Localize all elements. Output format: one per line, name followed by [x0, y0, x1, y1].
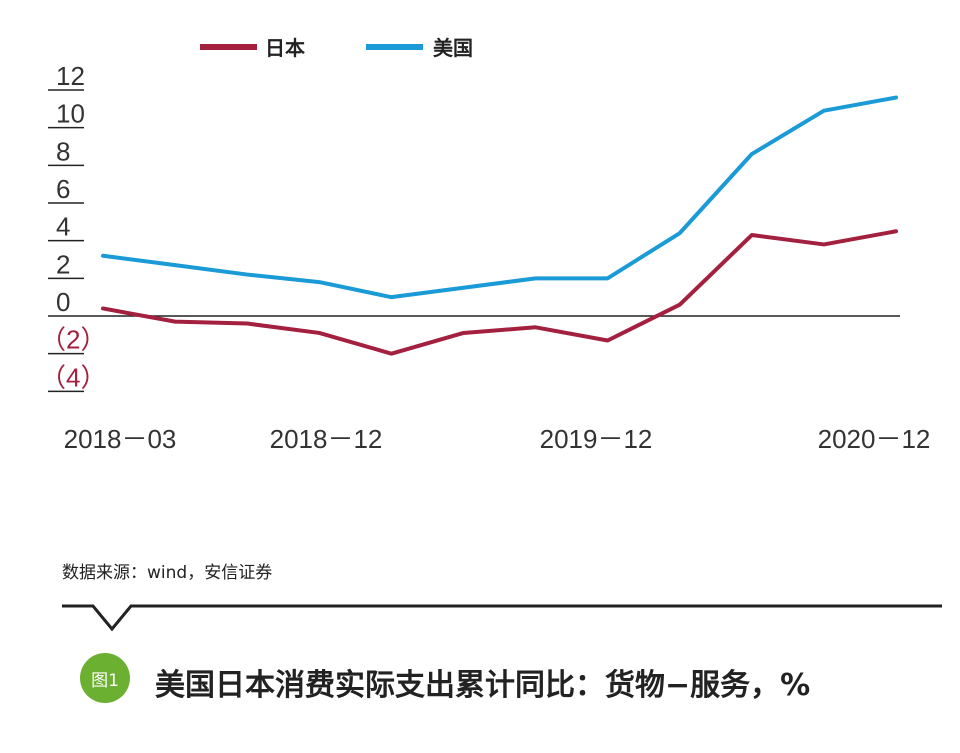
y-tick-label: 8	[56, 136, 70, 166]
x-tick-label: 2020－12	[818, 424, 931, 454]
series-lines	[101, 95, 898, 356]
series-line-japan	[101, 229, 898, 356]
y-tick-label: 4	[56, 212, 70, 242]
divider-line	[62, 604, 942, 632]
x-axis: 2018－03 2018－12 2019－12 2020－12	[64, 424, 931, 454]
legend-label: 美国	[433, 36, 473, 60]
x-tick-label: 2019－12	[540, 424, 653, 454]
x-tick-label: 2018－03	[64, 424, 177, 454]
y-tick-label: 10	[56, 99, 85, 129]
figure-badge: 图1	[80, 653, 130, 703]
series-line-usa	[101, 95, 898, 300]
y-tick-label: 12	[56, 61, 85, 91]
y-axis: 12 10 8 6 4 2 0 （2） （4）	[40, 61, 106, 392]
y-tick-label: （2）	[40, 325, 106, 355]
y-tick-label: （4）	[40, 362, 106, 392]
data-source-note: 数据来源：wind，安信证券	[62, 563, 273, 583]
legend: 日本 美国	[200, 36, 473, 60]
line-chart: 日本 美国 12 10 8 6 4 2 0 （2） （4） 2018－03 2018－12 2019－…	[40, 36, 931, 454]
legend-label: 日本	[265, 36, 305, 60]
y-tick-label: 0	[56, 287, 70, 317]
figure-caption: 美国日本消费实际支出累计同比：货物−服务，%	[155, 668, 811, 703]
y-tick-label: 2	[56, 249, 70, 279]
x-tick-label: 2018－12	[270, 424, 383, 454]
y-tick-label: 6	[56, 174, 70, 204]
